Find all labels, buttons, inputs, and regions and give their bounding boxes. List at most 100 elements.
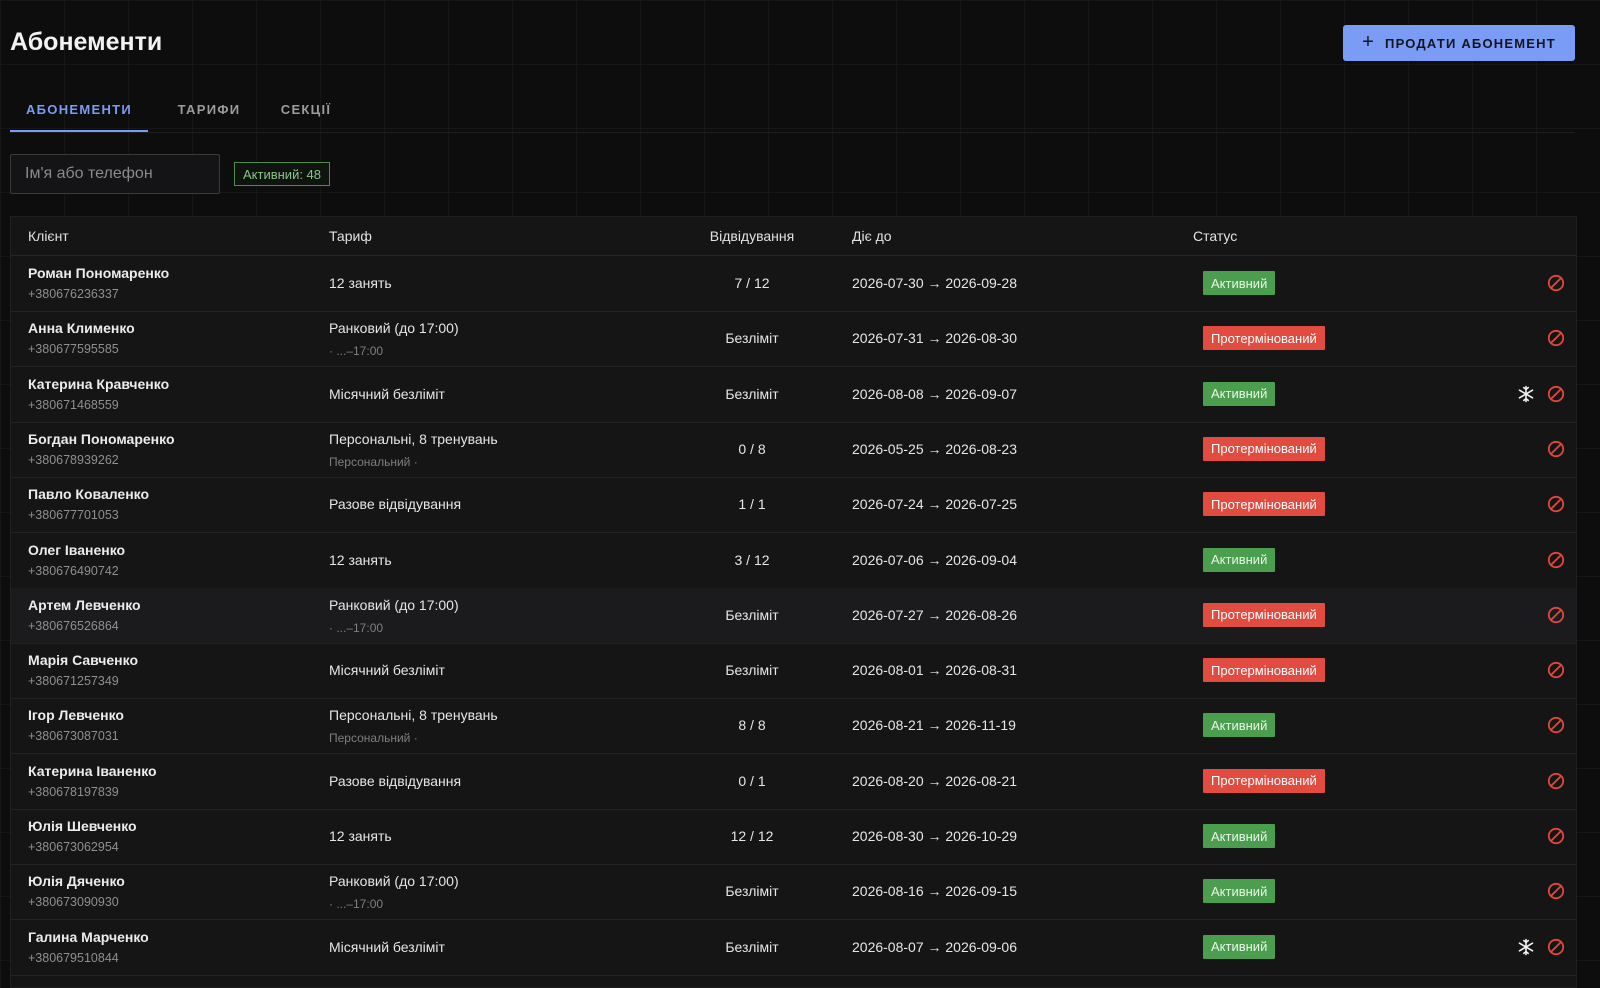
- table-row[interactable]: Анна Клименко +380677595585 Ранковий (до 1…: [11, 311, 1576, 368]
- cancel-icon[interactable]: [1546, 494, 1566, 514]
- valid-period: 2026-08-07 → 2026-09-06: [852, 938, 1018, 955]
- visits-count: Безліміт: [725, 938, 779, 955]
- cancel-icon[interactable]: [1546, 439, 1566, 459]
- cancel-icon[interactable]: [1546, 328, 1566, 348]
- table-row[interactable]: Марія Савченко +380671257349 Місячний безл…: [11, 643, 1576, 700]
- tab-sections[interactable]: СЕКЦІЇ: [280, 101, 332, 117]
- valid-period: 2026-07-24 → 2026-07-25: [852, 496, 1018, 513]
- cancel-icon[interactable]: [1546, 605, 1566, 625]
- status-badge: Активний: [1203, 824, 1276, 848]
- valid-period: 2026-08-16 → 2026-09-15: [852, 883, 1018, 900]
- tariff-name: Ранковий (до 17:00): [329, 873, 459, 890]
- table-row[interactable]: Богдан Пономаренко +380678939262 Персональ…: [11, 422, 1576, 478]
- cancel-icon[interactable]: [1546, 826, 1566, 846]
- sell-subscription-label: ПРОДАТИ АБОНЕМЕНТ: [1385, 35, 1556, 51]
- status-badge: Протермінований: [1203, 492, 1325, 517]
- cancel-icon[interactable]: [1546, 715, 1566, 735]
- table-row[interactable]: Юлія Дяченко +380673090930 Ранковий (до 17…: [11, 864, 1576, 921]
- tariff-name: Місячний безліміт: [329, 938, 445, 955]
- cancel-icon[interactable]: [1546, 881, 1566, 901]
- snowflake-icon[interactable]: [1516, 937, 1536, 957]
- visits-count: 0 / 8: [738, 440, 766, 457]
- visits-count: 8 / 8: [738, 717, 766, 734]
- client-name: Галина Марченко: [28, 928, 149, 945]
- column-tariff[interactable]: Тариф: [329, 228, 372, 244]
- client-phone: +380678197839: [28, 784, 119, 799]
- tariff-name: 12 занять: [329, 828, 392, 844]
- tariff-name: Разове відвідування: [329, 496, 462, 513]
- table-row[interactable]: Галина Марченко +380679510844 Місячний без…: [11, 920, 1576, 976]
- client-phone: +380676236337: [28, 287, 119, 301]
- cancel-icon[interactable]: [1546, 660, 1566, 680]
- status-badge: Протермінований: [1203, 602, 1325, 627]
- column-valid-until[interactable]: Діє до: [852, 228, 892, 244]
- visits-count: 7 / 12: [734, 275, 770, 291]
- cancel-icon[interactable]: [1546, 550, 1566, 570]
- valid-period: 2026-07-31 → 2026-08-30: [852, 330, 1018, 347]
- visits-count: 12 / 12: [730, 828, 774, 844]
- status-badge: Протермінований: [1203, 326, 1325, 351]
- plus-icon: +: [1362, 31, 1376, 53]
- client-name: Катерина Іваненко: [28, 762, 157, 779]
- tariff-name: Ранковий (до 17:00): [329, 596, 459, 613]
- cancel-icon[interactable]: [1546, 937, 1566, 957]
- valid-period: 2026-07-30 → 2026-09-28: [852, 275, 1018, 291]
- valid-period: 2026-08-08 → 2026-09-07: [852, 385, 1018, 402]
- valid-period: 2026-08-01 → 2026-08-31: [852, 662, 1018, 679]
- client-name: Марія Савченко: [28, 652, 139, 669]
- search-input[interactable]: [10, 154, 220, 194]
- client-phone: +380671468559: [28, 397, 119, 412]
- client-phone: +380679510844: [28, 950, 119, 965]
- column-visits[interactable]: Відвідування: [709, 228, 795, 244]
- visits-count: Безліміт: [725, 883, 779, 900]
- status-badge: Протермінований: [1203, 436, 1325, 461]
- status-badge: Протермінований: [1203, 768, 1325, 793]
- tab-subscriptions[interactable]: АБОНЕМЕНТИ: [10, 88, 148, 132]
- client-name: Артем Левченко: [28, 596, 141, 613]
- tariff-name: Разове відвідування: [329, 772, 462, 789]
- table-row[interactable]: Юлія Шевченко +380673062954 12 занять 12 / …: [11, 809, 1576, 865]
- table-row[interactable]: Роман Пономаренко +380676236337 12 занять 7…: [11, 256, 1576, 312]
- status-badge: Активний: [1203, 271, 1276, 295]
- table-row[interactable]: Олег Іваненко +380676490742 12 занять 3 / 1…: [11, 533, 1576, 589]
- visits-count: Безліміт: [725, 385, 779, 402]
- tariff-detail: Персональний ·: [329, 454, 418, 469]
- valid-period: 2026-08-20 → 2026-08-21: [852, 772, 1018, 789]
- client-name: Анна Клименко: [28, 320, 135, 337]
- tariff-detail: · ...–17:00: [329, 620, 384, 635]
- page-title: Абонементи: [10, 28, 163, 56]
- table-header: Клієнт Тариф Відвідування Діє до Статус: [11, 217, 1576, 256]
- client-phone: +380676490742: [28, 563, 119, 578]
- cancel-icon[interactable]: [1546, 771, 1566, 791]
- table-row[interactable]: Артем Левченко +380676526864 Ранковий (до …: [11, 587, 1576, 644]
- client-phone: +380677595585: [28, 342, 119, 357]
- cancel-icon[interactable]: [1546, 273, 1566, 293]
- tariff-detail: · ...–17:00: [329, 897, 384, 912]
- table-row[interactable]: Ігор Левченко +380673087031 Персональні, 8…: [11, 698, 1576, 755]
- tab-tariffs[interactable]: ТАРИФИ: [177, 101, 241, 117]
- table-row[interactable]: Павло Коваленко +380677701053 Разове відві…: [11, 477, 1576, 534]
- tariff-name: Місячний безліміт: [329, 385, 445, 402]
- column-status[interactable]: Статус: [1193, 228, 1238, 244]
- client-phone: +380673090930: [28, 895, 119, 910]
- client-phone: +380673062954: [28, 840, 119, 854]
- table-row[interactable]: Катерина Кравченко +380671468559 Місячний …: [11, 367, 1576, 423]
- valid-period: 2026-07-27 → 2026-08-26: [852, 606, 1018, 623]
- client-name: Юлія Шевченко: [28, 818, 137, 834]
- column-client[interactable]: Клієнт: [28, 228, 69, 244]
- visits-count: 0 / 1: [738, 772, 766, 789]
- subscriptions-table: Клієнт Тариф Відвідування Діє до Статус …: [10, 216, 1577, 988]
- visits-count: Безліміт: [725, 662, 779, 679]
- tariff-name: Персональні, 8 тренувань: [329, 707, 498, 724]
- client-name: Роман Пономаренко: [28, 265, 170, 281]
- client-phone: +380678939262: [28, 452, 119, 467]
- tariff-name: Місячний безліміт: [329, 662, 445, 679]
- cancel-icon[interactable]: [1546, 384, 1566, 404]
- client-name: Катерина Кравченко: [28, 375, 170, 392]
- table-row[interactable]: Катерина Іваненко +380678197839 Разове від…: [11, 754, 1576, 810]
- sell-subscription-button[interactable]: + ПРОДАТИ АБОНЕМЕНТ: [1343, 25, 1575, 61]
- tariff-name: 12 занять: [329, 275, 392, 291]
- tariff-detail: Персональний ·: [329, 731, 418, 746]
- snowflake-icon[interactable]: [1516, 384, 1536, 404]
- status-badge: Активний: [1203, 547, 1276, 572]
